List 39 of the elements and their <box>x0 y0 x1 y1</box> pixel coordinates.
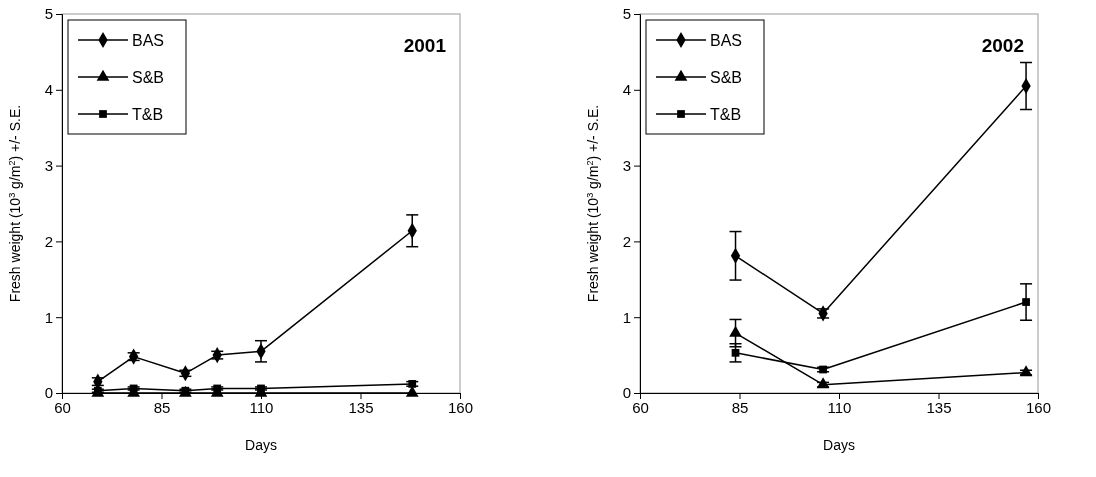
y-tick-label: 1 <box>622 308 631 326</box>
x-tick-label: 110 <box>249 398 274 416</box>
x-tick-label: 85 <box>731 398 749 416</box>
y-tick-label: 2 <box>622 232 631 250</box>
legend-label: S&B <box>710 69 743 86</box>
y-tick-label: 1 <box>44 308 53 326</box>
x-tick-label: 60 <box>54 398 71 416</box>
x-tick-label: 60 <box>632 398 649 416</box>
x-tick-label: 135 <box>926 398 952 416</box>
y-tick-label: 4 <box>622 81 631 99</box>
point <box>816 377 830 389</box>
x-tick-label: 135 <box>348 398 374 416</box>
x-tick-label: 160 <box>447 398 474 416</box>
y-tick-label: 3 <box>622 156 631 174</box>
x-axis-title: Days <box>823 437 855 453</box>
x-tick-label: 85 <box>153 398 171 416</box>
y-tick-label: 5 <box>44 5 53 23</box>
point <box>1019 365 1033 377</box>
legend-label: S&B <box>132 69 165 86</box>
legend-label: BAS <box>710 32 743 49</box>
point <box>729 325 742 337</box>
legend-label: BAS <box>132 32 165 49</box>
point <box>213 384 222 393</box>
y-tick-label: 3 <box>44 156 53 174</box>
y-tick-label: 5 <box>622 5 631 23</box>
y-tick-label: 0 <box>622 384 631 402</box>
point <box>408 380 417 388</box>
legend-label: T&B <box>132 106 164 123</box>
x-tick-label: 110 <box>827 398 852 416</box>
y-tick-label: 4 <box>44 81 53 99</box>
y-tick-label: 2 <box>44 232 53 250</box>
point <box>1022 298 1030 306</box>
y-tick-label: 0 <box>44 384 53 402</box>
text: 2001 <box>403 35 447 56</box>
legend-label: T&B <box>710 106 742 123</box>
text: 2002 <box>981 35 1024 56</box>
point <box>405 385 419 397</box>
x-axis-title: Days <box>245 437 277 453</box>
x-tick-label: 160 <box>1025 398 1052 416</box>
